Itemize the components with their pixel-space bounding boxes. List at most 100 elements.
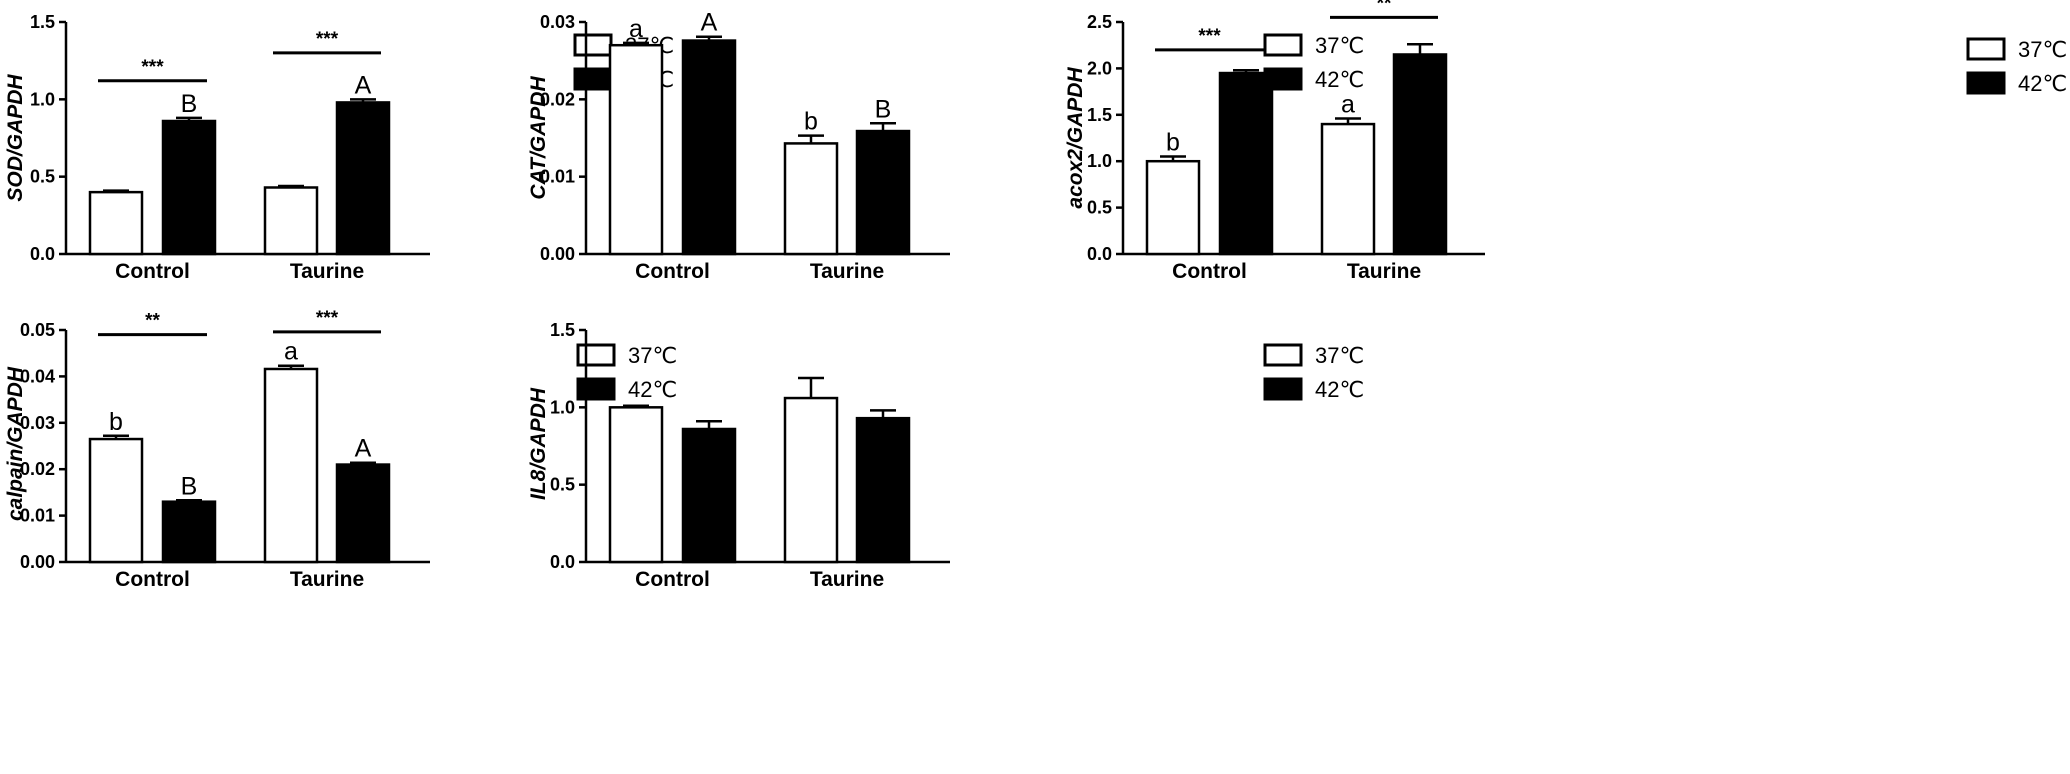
- legend-swatch-37c: [573, 33, 613, 57]
- bar-37c-taurine: [263, 186, 319, 256]
- significance-letter: A: [355, 71, 372, 99]
- bar-42c-control: [161, 500, 217, 564]
- bar-37c-taurine: [783, 142, 839, 256]
- x-category-label: Control: [115, 260, 190, 283]
- y-tick-label: 1.5: [550, 320, 575, 340]
- y-tick-label: 1.0: [550, 397, 575, 417]
- bar-37c-taurine: [1320, 122, 1376, 256]
- significance-letter: B: [181, 472, 198, 500]
- legend-label-37c: 37℃: [628, 343, 677, 368]
- chart-panel-sod: 0.0 0.5 1.0 1.5 SOD/GAPDH B Control *** A Taurine…: [4, 12, 674, 283]
- legend-label-42c: 42℃: [2018, 71, 2067, 96]
- significance-stars: ***: [141, 57, 164, 78]
- legend-label-42c: 42℃: [1315, 377, 1364, 402]
- chart-panel-il8: 0.0 0.5 1.0 1.5 IL8/GAPDH Control Taurine 37℃ 42…: [527, 320, 1364, 591]
- legend-label-42c: 42℃: [628, 377, 677, 402]
- y-tick-label: 1.5: [1087, 105, 1112, 125]
- y-tick-label: 0.5: [1087, 198, 1112, 218]
- y-axis-title: acox2/GAPDH: [1064, 67, 1087, 209]
- bar-42c-taurine: [855, 129, 911, 256]
- bar-37c-control: [88, 190, 144, 256]
- significance-letter: b: [109, 408, 123, 436]
- significance-letter: b: [1166, 129, 1180, 157]
- legend-swatch-42c: [1966, 71, 2006, 95]
- y-tick-label: 0.01: [540, 167, 575, 187]
- significance-letter: a: [629, 15, 643, 43]
- x-category-label: Taurine: [810, 260, 884, 283]
- x-category-label: Taurine: [1347, 260, 1421, 283]
- bar-37c-control: [608, 43, 664, 256]
- y-tick-label: 0.02: [20, 459, 55, 479]
- y-tick-label: 0.5: [30, 167, 55, 187]
- y-tick-label: 0.04: [20, 366, 55, 386]
- legend-label-42c: 42℃: [1315, 67, 1364, 92]
- bar-42c-taurine: [855, 416, 911, 564]
- y-tick-label: 0.0: [1087, 244, 1112, 264]
- bar-42c-taurine: [1392, 53, 1448, 256]
- legend-label-37c: 37℃: [2018, 37, 2067, 62]
- y-tick-label: 0.01: [20, 506, 55, 526]
- bar-42c-taurine: [335, 101, 391, 256]
- significance-letter: B: [875, 95, 892, 123]
- bar-42c-taurine: [335, 463, 391, 564]
- y-axis-title: SOD/GAPDH: [4, 74, 27, 202]
- bar-37c-control: [1145, 159, 1201, 256]
- y-tick-label: 0.0: [550, 552, 575, 572]
- y-tick-label: 0.02: [540, 89, 575, 109]
- y-tick-label: 2.5: [1087, 12, 1112, 32]
- x-category-label: Control: [1172, 260, 1247, 283]
- chart-panel-calpain: 0.00 0.01 0.02 0.03 0.04 0.05 calpain/GAPDH b B C…: [4, 308, 677, 591]
- y-axis-title: calpain/GAPDH: [4, 366, 27, 521]
- legend-swatch-37c: [1966, 37, 2006, 61]
- significance-letter: a: [284, 338, 298, 366]
- bar-42c-control: [681, 427, 737, 564]
- bar-37c-control: [608, 406, 664, 564]
- y-tick-label: 2.0: [1087, 58, 1112, 78]
- y-tick-label: 0.03: [20, 413, 55, 433]
- bar-42c-control: [1218, 71, 1274, 256]
- legend-swatch-42c: [573, 67, 613, 91]
- legend-label-37c: 37℃: [1315, 33, 1364, 58]
- chart-panel-cat: 0.00 0.01 0.02 0.03 CAT/GAPDH a A Control b B Taur…: [527, 9, 1364, 283]
- legend-swatch-37c: [1263, 33, 1303, 57]
- x-category-label: Taurine: [290, 568, 364, 591]
- significance-letter: A: [701, 9, 718, 37]
- y-tick-label: 0.05: [20, 320, 55, 340]
- y-tick-label: 1.0: [1087, 151, 1112, 171]
- legend-swatch-42c: [1263, 377, 1303, 401]
- significance-stars: ***: [1198, 26, 1221, 47]
- significance-stars: **: [145, 311, 160, 332]
- bar-42c-control: [681, 39, 737, 256]
- x-category-label: Control: [635, 568, 710, 591]
- significance-letter: A: [355, 435, 372, 463]
- significance-stars: ***: [316, 308, 339, 329]
- y-tick-label: 0.5: [550, 475, 575, 495]
- significance-letter: b: [804, 108, 818, 136]
- x-category-label: Control: [635, 260, 710, 283]
- x-category-label: Control: [115, 568, 190, 591]
- y-tick-label: 0.0: [30, 244, 55, 264]
- legend-swatch-42c: [576, 377, 616, 401]
- legend-swatch-37c: [576, 343, 616, 367]
- bar-42c-control: [161, 119, 217, 256]
- y-axis-title: CAT/GAPDH: [527, 76, 550, 200]
- y-tick-label: 0.00: [540, 244, 575, 264]
- legend-label-37c: 37℃: [1315, 343, 1364, 368]
- x-category-label: Taurine: [290, 260, 364, 283]
- y-axis-title: IL8/GAPDH: [527, 387, 550, 500]
- legend-swatch-37c: [1263, 343, 1303, 367]
- significance-stars: ***: [316, 29, 339, 50]
- y-tick-label: 1.5: [30, 12, 55, 32]
- y-tick-label: 0.00: [20, 552, 55, 572]
- significance-letter: B: [181, 90, 198, 118]
- bar-37c-taurine: [263, 367, 319, 564]
- significance-letter: a: [1341, 91, 1355, 119]
- bar-37c-taurine: [783, 396, 839, 564]
- significance-stars: **: [1377, 0, 1392, 14]
- y-tick-label: 0.03: [540, 12, 575, 32]
- bar-37c-control: [88, 437, 144, 564]
- y-tick-label: 1.0: [30, 89, 55, 109]
- x-category-label: Taurine: [810, 568, 884, 591]
